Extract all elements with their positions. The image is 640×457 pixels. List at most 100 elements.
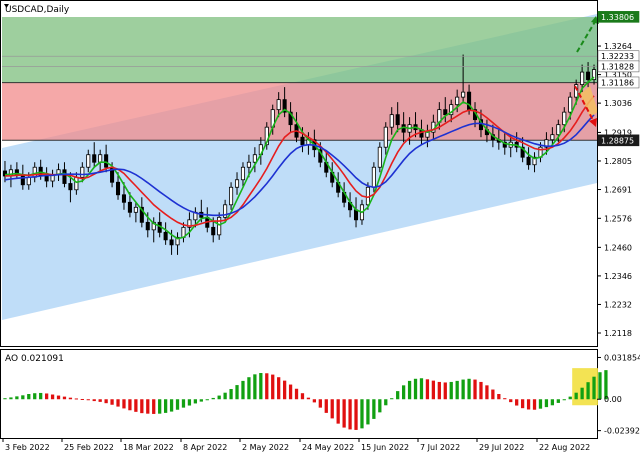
price-label: 1.28875 xyxy=(601,136,634,145)
time-tick-label: 24 May 2022 xyxy=(302,443,354,452)
ao-bar xyxy=(288,384,293,400)
ao-bar xyxy=(562,399,566,401)
ao-bar xyxy=(193,399,198,404)
ao-axis: 0.031854 0.00 -0.023927 xyxy=(597,353,640,436)
candle-body xyxy=(121,194,127,203)
ao-bar xyxy=(479,381,483,400)
ao-bar xyxy=(556,399,560,403)
candle-body xyxy=(86,154,91,168)
price-tick-label: 1.2232 xyxy=(604,300,632,309)
ao-tick-label: -0.023927 xyxy=(604,427,640,436)
ao-bar xyxy=(401,385,406,400)
candle-body xyxy=(574,84,579,98)
candle-body xyxy=(133,206,138,213)
ao-bar xyxy=(407,380,412,400)
ao-bar xyxy=(158,399,162,414)
ao-bar xyxy=(318,399,322,408)
candle-body xyxy=(229,186,234,206)
ao-bar xyxy=(15,396,19,400)
ao-bar xyxy=(396,391,400,400)
ao-bar xyxy=(348,399,352,430)
ao-bar xyxy=(515,399,519,406)
ao-bar xyxy=(187,399,192,406)
forecast-down-arrow xyxy=(574,85,595,123)
candle-body xyxy=(353,209,359,221)
indicator-alligator-lips xyxy=(4,76,595,240)
candle-body xyxy=(389,114,394,128)
candle-body xyxy=(163,231,168,241)
ao-bar xyxy=(33,393,37,400)
candle-body xyxy=(104,154,109,168)
awesome-oscillator-pane[interactable]: AO 0.021091 xyxy=(3,354,608,430)
ao-bar xyxy=(509,399,513,403)
indicator-alligator-jaw xyxy=(4,114,595,217)
candle-body xyxy=(383,126,388,148)
ao-bar xyxy=(390,398,394,400)
ao-bar xyxy=(282,380,287,400)
candle-body xyxy=(532,156,537,166)
candle-body xyxy=(276,99,281,111)
candle-body xyxy=(32,166,37,178)
ao-bar xyxy=(146,399,150,414)
ao-bar xyxy=(217,395,221,400)
ao-bar xyxy=(241,380,245,400)
price-tick-label: 1.2805 xyxy=(604,157,632,166)
candle-body xyxy=(20,174,25,186)
time-tick-label: 29 Jul 2022 xyxy=(479,443,524,452)
ao-histogram xyxy=(3,370,608,430)
candle-body xyxy=(115,181,121,196)
candle-body xyxy=(151,221,156,231)
candle-body xyxy=(502,141,507,148)
price-axis[interactable]: 1.33801.32641.31501.30361.29191.28051.26… xyxy=(597,11,640,338)
price-label-box xyxy=(597,60,640,73)
ao-bar xyxy=(491,389,495,400)
support-zone xyxy=(2,82,597,141)
candle-body xyxy=(443,109,448,116)
candle-body xyxy=(591,69,597,80)
ao-bar xyxy=(229,389,233,400)
candle-body xyxy=(211,226,216,236)
ao-bar xyxy=(68,397,73,400)
candle-body xyxy=(127,201,132,213)
ao-bar xyxy=(574,392,578,400)
ao-bar xyxy=(520,399,525,409)
symbol-dropdown-icon[interactable] xyxy=(4,4,9,8)
candle-body xyxy=(74,176,79,191)
price-tick-label: 1.2118 xyxy=(604,329,632,338)
time-tick-label: 8 Apr 2022 xyxy=(183,443,227,452)
ao-bar xyxy=(372,399,376,419)
time-tick-label: 22 Aug 2022 xyxy=(539,443,590,452)
ao-bar xyxy=(437,381,441,400)
candle-body xyxy=(62,169,67,184)
price-label-box xyxy=(597,11,640,23)
ao-bar xyxy=(294,388,299,400)
ao-bar xyxy=(116,399,120,407)
ao-bar xyxy=(586,382,590,400)
ao-bar xyxy=(431,380,436,400)
candle-body xyxy=(395,114,400,126)
ao-bar xyxy=(449,381,453,400)
candle-body xyxy=(455,96,460,106)
candle-body xyxy=(92,154,97,163)
ao-bar xyxy=(140,399,144,414)
candle-body xyxy=(282,99,287,113)
ao-bar xyxy=(253,374,257,400)
ao-tick-label: 0.031854 xyxy=(604,353,640,362)
candle-body xyxy=(300,136,305,146)
candle-body xyxy=(2,170,8,177)
candle-body xyxy=(544,139,549,148)
ao-bar xyxy=(50,394,55,400)
price-pane[interactable]: USDCAD,Daily xyxy=(2,4,599,320)
ao-bar xyxy=(92,399,96,402)
time-tick-label: 15 Jun 2022 xyxy=(361,443,409,452)
candle-body xyxy=(556,124,561,136)
price-tick-label: 1.3264 xyxy=(604,42,632,51)
ao-tick-label: 0.00 xyxy=(604,395,622,404)
ao-bar xyxy=(104,399,108,404)
ao-bar xyxy=(98,399,102,402)
price-tick-label: 1.3150 xyxy=(604,71,632,80)
candle-body xyxy=(44,175,49,182)
candle-body xyxy=(562,111,567,126)
ao-bar xyxy=(598,372,602,400)
